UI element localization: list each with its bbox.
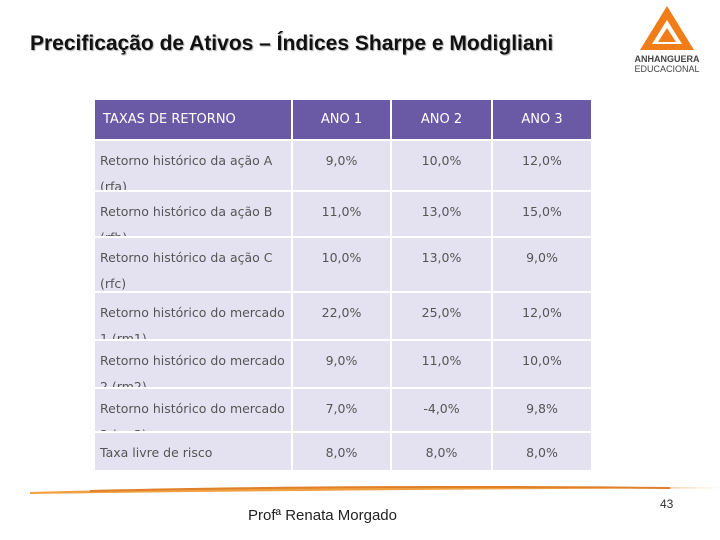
header-cell: TAXAS DE RETORNO	[95, 100, 293, 141]
table-cell: 15,0%	[493, 192, 593, 238]
header-cell: ANO 1	[293, 100, 392, 141]
returns-table: TAXAS DE RETORNO ANO 1 ANO 2 ANO 3 Retorno h…	[95, 100, 593, 470]
table-cell: 10,0%	[392, 141, 493, 192]
header-cell: ANO 3	[493, 100, 593, 141]
table-row: Retorno histórico da ação C (rfc) 10,0% 13…	[95, 238, 593, 293]
table-row: Taxa livre de risco 8,0% 8,0% 8,0%	[95, 433, 593, 470]
table-cell: Retorno histórico do mercado 1 (rm1)	[95, 293, 293, 341]
slide-title: Precificação de Ativos – Índices Sharpe …	[30, 32, 554, 55]
table-cell: Retorno histórico da ação C (rfc)	[95, 238, 293, 293]
footer-author: Profª Renata Morgado	[248, 507, 397, 524]
table-cell: 9,0%	[293, 341, 392, 389]
table-row: Retorno histórico da ação B (rfb) 11,0% 13…	[95, 192, 593, 238]
table-cell: 13,0%	[392, 192, 493, 238]
table-cell: 9,0%	[293, 141, 392, 192]
header-row: TAXAS DE RETORNO ANO 1 ANO 2 ANO 3	[95, 100, 593, 141]
table-cell: -4,0%	[392, 389, 493, 433]
header-cell: ANO 2	[392, 100, 493, 141]
table-cell: 8,0%	[293, 433, 392, 470]
table-cell: Retorno histórico da ação A (rfa)	[95, 141, 293, 192]
table-row: Retorno histórico do mercado 2 (rm2) 9,0%…	[95, 341, 593, 389]
table-row: Retorno histórico do mercado 3 (rm3)7,0%…	[95, 389, 593, 433]
table-cell: 12,0%	[493, 293, 593, 341]
table-cell: 10,0%	[493, 341, 593, 389]
table-cell: 8,0%	[392, 433, 493, 470]
table-row: Retorno histórico da ação A (rfa) 9,0% 10,…	[95, 141, 593, 192]
logo: ANHANGUERA EDUCACIONAL	[634, 6, 701, 74]
table-cell: 22,0%	[293, 293, 392, 341]
table-cell: Taxa livre de risco	[95, 433, 293, 470]
table-cell: 11,0%	[293, 192, 392, 238]
table-cell: 8,0%	[493, 433, 593, 470]
table-cell: Retorno histórico do mercado 3 (rm3)	[95, 389, 293, 433]
table-cell: 25,0%	[392, 293, 493, 341]
table-cell: Retorno histórico da ação B (rfb)	[95, 192, 293, 238]
logo-text: ANHANGUERA	[635, 54, 701, 64]
table-cell: 9,0%	[493, 238, 593, 293]
table-row: Retorno histórico do mercado 1 (rm1) 22,0…	[95, 293, 593, 341]
page-number: 43	[660, 497, 674, 511]
logo-text: EDUCACIONAL	[634, 64, 699, 74]
table-cell: Retorno histórico do mercado 2 (rm2)	[95, 341, 293, 389]
table-cell: 10,0%	[293, 238, 392, 293]
table-cell: 11,0%	[392, 341, 493, 389]
table-cell: 13,0%	[392, 238, 493, 293]
table-cell: 7,0%	[293, 389, 392, 433]
table-cell: 9,8%	[493, 389, 593, 433]
table-cell: 12,0%	[493, 141, 593, 192]
footer-swoosh	[30, 486, 720, 494]
